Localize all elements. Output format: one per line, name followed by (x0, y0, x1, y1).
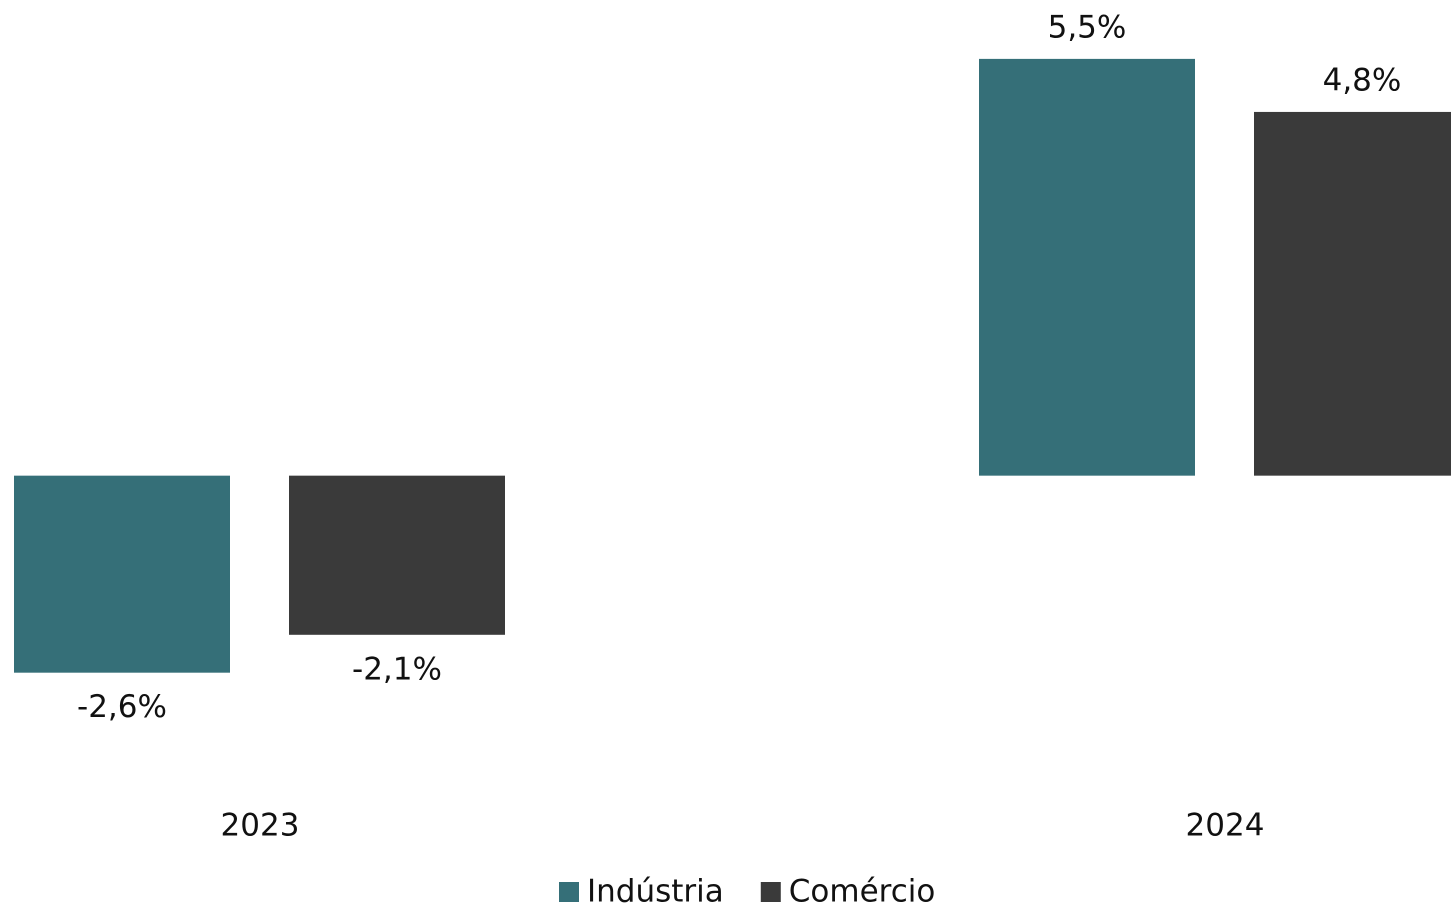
value-label: -2,6% (77, 689, 167, 725)
bar (979, 58, 1195, 476)
legend-label: Comércio (789, 874, 936, 909)
x-tick-label: 2024 (1186, 808, 1265, 844)
bar (289, 475, 505, 635)
value-label: 5,5% (1048, 9, 1127, 45)
bar (1254, 111, 1451, 476)
legend-swatch (559, 882, 579, 902)
bar (14, 475, 230, 673)
x-tick-label: 2023 (221, 808, 300, 844)
value-label: 4,8% (1323, 62, 1402, 98)
legend-label: Indústria (587, 874, 724, 909)
legend-swatch (760, 882, 781, 902)
value-label: -2,1% (352, 651, 442, 687)
